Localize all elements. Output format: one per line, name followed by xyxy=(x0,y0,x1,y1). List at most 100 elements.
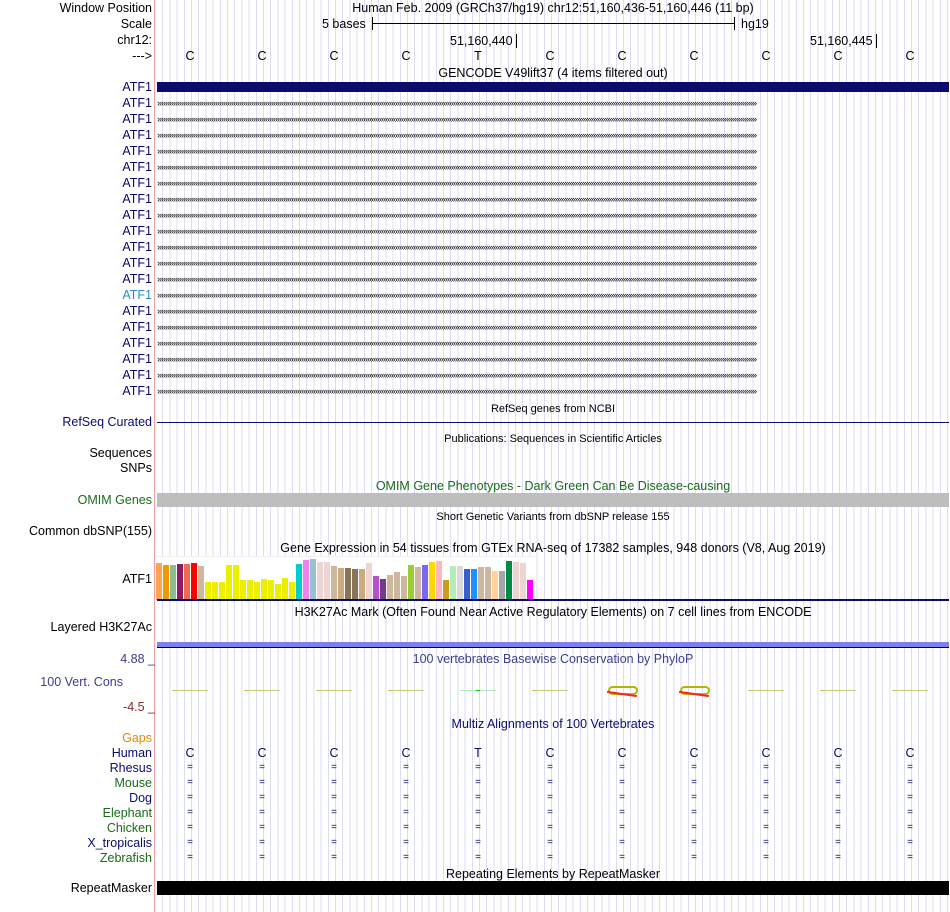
gtex-bar-chart[interactable] xyxy=(156,556,536,600)
gencode-transcript-feature[interactable]: ››››››››››››››››››››››››››››››››››››››››… xyxy=(157,307,757,315)
gencode-transcript-feature[interactable]: ››››››››››››››››››››››››››››››››››››››››… xyxy=(157,259,757,267)
gtex-tissue-bar[interactable] xyxy=(450,566,456,600)
gtex-tissue-bar[interactable] xyxy=(527,579,533,600)
gencode-transcript-feature[interactable]: ››››››››››››››››››››››››››››››››››››››››… xyxy=(157,291,757,299)
repeatmasker-title[interactable]: Repeating Elements by RepeatMasker xyxy=(445,867,660,881)
gtex-tissue-bar[interactable] xyxy=(373,575,379,600)
h3k27ac-title[interactable]: H3K27Ac Mark (Often Found Near Active Re… xyxy=(294,605,812,619)
gencode-transcript-label[interactable]: ATF1 xyxy=(122,336,152,350)
gtex-tissue-bar[interactable] xyxy=(380,578,386,600)
gencode-transcript-label[interactable]: ATF1 xyxy=(122,240,152,254)
gtex-tissue-bar[interactable] xyxy=(254,582,260,600)
gtex-tissue-bar[interactable] xyxy=(282,577,288,600)
gtex-tissue-bar[interactable] xyxy=(331,566,337,600)
gencode-transcript-label[interactable]: ATF1 xyxy=(122,256,152,270)
gtex-tissue-bar[interactable] xyxy=(163,564,169,600)
gencode-transcript-label[interactable]: ATF1 xyxy=(122,176,152,190)
gencode-transcript-feature[interactable]: ››››››››››››››››››››››››››››››››››››››››… xyxy=(157,275,757,283)
omim-label[interactable]: OMIM Genes xyxy=(77,493,152,507)
gencode-transcript-feature[interactable]: ››››››››››››››››››››››››››››››››››››››››… xyxy=(157,115,757,123)
h3k27ac-label[interactable]: Layered H3K27Ac xyxy=(50,620,152,634)
dbsnp-title[interactable]: Short Genetic Variants from dbSNP releas… xyxy=(436,511,670,523)
gtex-tissue-bar[interactable] xyxy=(394,571,400,600)
gtex-tissue-bar[interactable] xyxy=(499,571,505,600)
gencode-gene-feature[interactable] xyxy=(157,82,949,92)
gtex-tissue-bar[interactable] xyxy=(310,558,316,600)
gencode-transcript-label[interactable]: ATF1 xyxy=(122,96,152,110)
gencode-transcript-feature[interactable]: ››››››››››››››››››››››››››››››››››››››››… xyxy=(157,195,757,203)
gencode-transcript-label[interactable]: ATF1 xyxy=(122,112,152,126)
refseq-title[interactable]: RefSeq genes from NCBI xyxy=(490,403,616,415)
gtex-tissue-bar[interactable] xyxy=(247,579,253,600)
gencode-transcript-feature[interactable]: ››››››››››››››››››››››››››››››››››››››››… xyxy=(157,387,757,395)
gtex-tissue-bar[interactable] xyxy=(205,581,211,600)
gtex-tissue-bar[interactable] xyxy=(401,575,407,600)
gencode-transcript-feature[interactable]: ››››››››››››››››››››››››››››››››››››››››… xyxy=(157,163,757,171)
gencode-transcript-feature[interactable]: ››››››››››››››››››››››››››››››››››››››››… xyxy=(157,243,757,251)
gtex-tissue-bar[interactable] xyxy=(184,564,190,600)
gtex-tissue-bar[interactable] xyxy=(513,562,519,600)
gtex-title[interactable]: Gene Expression in 54 tissues from GTEx … xyxy=(280,541,826,555)
repeatmasker-feature[interactable] xyxy=(157,881,949,895)
gencode-transcript-label[interactable]: ATF1 xyxy=(122,320,152,334)
gtex-tissue-bar[interactable] xyxy=(177,564,183,600)
gtex-tissue-bar[interactable] xyxy=(317,562,323,600)
gencode-transcript-feature[interactable]: ››››››››››››››››››››››››››››››››››››››››… xyxy=(157,99,757,107)
gencode-title[interactable]: GENCODE V49lift37 (4 items filtered out) xyxy=(438,66,668,80)
dbsnp-label[interactable]: Common dbSNP(155) xyxy=(29,524,152,538)
gencode-transcript-feature[interactable]: ››››››››››››››››››››››››››››››››››››››››… xyxy=(157,323,757,331)
publications-label-sequences[interactable]: Sequences xyxy=(89,446,152,460)
gtex-tissue-bar[interactable] xyxy=(464,569,470,600)
gencode-transcript-label[interactable]: ATF1 xyxy=(122,192,152,206)
publications-label-snps[interactable]: SNPs xyxy=(120,461,152,475)
refseq-feature[interactable] xyxy=(157,422,949,423)
gencode-transcript-label[interactable]: ATF1 xyxy=(122,272,152,286)
gtex-tissue-bar[interactable] xyxy=(436,560,442,600)
gencode-transcript-feature[interactable]: ››››››››››››››››››››››››››››››››››››››››… xyxy=(157,371,757,379)
gencode-transcript-feature[interactable]: ››››››››››››››››››››››››››››››››››››››››… xyxy=(157,131,757,139)
publications-title[interactable]: Publications: Sequences in Scientific Ar… xyxy=(444,433,662,445)
gtex-tissue-bar[interactable] xyxy=(303,559,309,600)
gtex-tissue-bar[interactable] xyxy=(212,581,218,600)
gtex-tissue-bar[interactable] xyxy=(485,567,491,600)
gtex-tissue-bar[interactable] xyxy=(261,578,267,600)
gtex-tissue-bar[interactable] xyxy=(471,569,477,600)
gtex-tissue-bar[interactable] xyxy=(352,569,358,600)
gtex-tissue-bar[interactable] xyxy=(156,563,162,600)
gencode-transcript-label[interactable]: ATF1 xyxy=(122,288,152,302)
gtex-tissue-bar[interactable] xyxy=(366,563,372,600)
gencode-transcript-label[interactable]: ATF1 xyxy=(122,224,152,238)
gencode-transcript-label[interactable]: ATF1 xyxy=(122,128,152,142)
gencode-transcript-label[interactable]: ATF1 xyxy=(122,80,152,94)
gtex-tissue-bar[interactable] xyxy=(324,562,330,600)
gencode-transcript-label[interactable]: ATF1 xyxy=(122,144,152,158)
gtex-tissue-bar[interactable] xyxy=(506,561,512,600)
gencode-transcript-feature[interactable]: ››››››››››››››››››››››››››››››››››››››››… xyxy=(157,179,757,187)
gencode-transcript-feature[interactable]: ››››››››››››››››››››››››››››››››››››››››… xyxy=(157,211,757,219)
gtex-tissue-bar[interactable] xyxy=(408,565,414,600)
gtex-tissue-bar[interactable] xyxy=(191,563,197,600)
omim-feature[interactable] xyxy=(157,493,949,507)
gtex-tissue-bar[interactable] xyxy=(219,581,225,600)
gencode-transcript-feature[interactable]: ››››››››››››››››››››››››››››››››››››››››… xyxy=(157,147,757,155)
gencode-transcript-feature[interactable]: ››››››››››››››››››››››››››››››››››››››››… xyxy=(157,339,757,347)
gtex-tissue-bar[interactable] xyxy=(233,565,239,600)
gtex-tissue-bar[interactable] xyxy=(170,565,176,600)
gtex-tissue-bar[interactable] xyxy=(268,579,274,600)
omim-title[interactable]: OMIM Gene Phenotypes - Dark Green Can Be… xyxy=(375,479,731,493)
conservation-title[interactable]: 100 vertebrates Basewise Conservation by… xyxy=(412,652,694,666)
gtex-tissue-bar[interactable] xyxy=(226,565,232,600)
gtex-tissue-bar[interactable] xyxy=(492,571,498,600)
conservation-label[interactable]: 100 Vert. Cons xyxy=(40,675,123,689)
multiz-title[interactable]: Multiz Alignments of 100 Vertebrates xyxy=(451,717,655,731)
gencode-transcript-label[interactable]: ATF1 xyxy=(122,208,152,222)
gencode-transcript-label[interactable]: ATF1 xyxy=(122,160,152,174)
h3k27ac-signal[interactable] xyxy=(157,642,949,648)
gtex-tissue-bar[interactable] xyxy=(198,566,204,600)
gtex-tissue-bar[interactable] xyxy=(359,569,365,600)
gencode-transcript-feature[interactable]: ››››››››››››››››››››››››››››››››››››››››… xyxy=(157,227,757,235)
gtex-tissue-bar[interactable] xyxy=(240,580,246,600)
gtex-tissue-bar[interactable] xyxy=(387,574,393,600)
gtex-tissue-bar[interactable] xyxy=(296,564,302,600)
